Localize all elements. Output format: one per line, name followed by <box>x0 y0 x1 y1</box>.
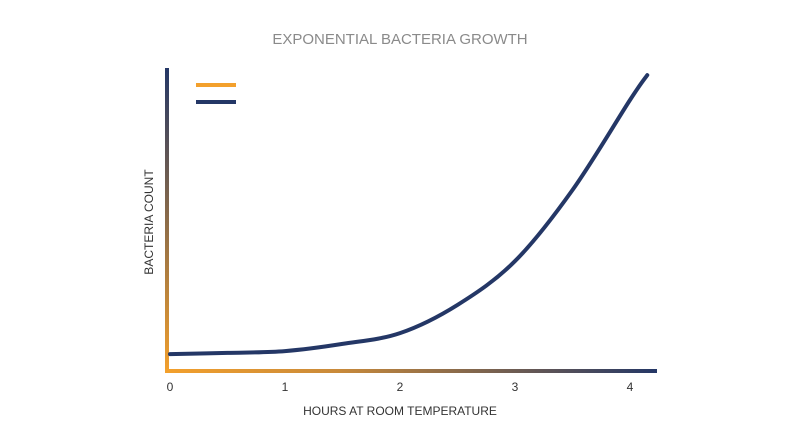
x-axis-label: HOURS AT ROOM TEMPERATURE <box>303 404 497 418</box>
data-line <box>168 73 650 357</box>
y-axis <box>165 68 169 373</box>
x-tick-label: 1 <box>282 380 289 394</box>
chart-title: EXPONENTIAL BACTERIA GROWTH <box>272 31 527 48</box>
x-axis <box>165 369 657 373</box>
x-tick-label: 3 <box>512 380 519 394</box>
x-tick-label: 2 <box>397 380 404 394</box>
x-tick-label: 4 <box>627 380 634 394</box>
x-tick-label: 0 <box>167 380 174 394</box>
y-axis-label: BACTERIA COUNT <box>142 169 156 275</box>
